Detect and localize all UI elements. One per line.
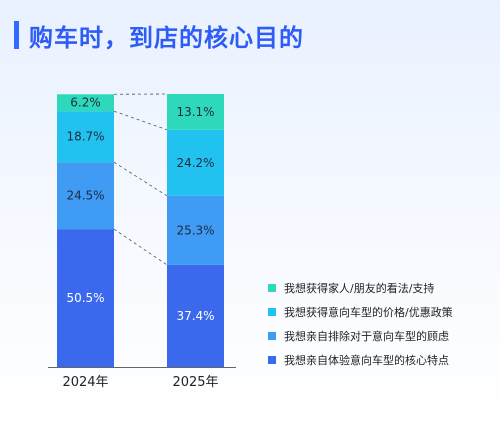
data-label: 24.2% bbox=[176, 156, 214, 170]
legend-swatch bbox=[268, 356, 276, 364]
x-tick-label: 2025年 bbox=[172, 375, 218, 390]
legend-label: 我想获得意向车型的价格/优惠政策 bbox=[284, 306, 453, 319]
title-block: 购车时，到店的核心目的 bbox=[14, 20, 304, 52]
data-label: 6.2% bbox=[70, 96, 101, 110]
data-label: 25.3% bbox=[176, 223, 214, 237]
legend-label: 我想获得家人/朋友的看法/支持 bbox=[284, 282, 435, 295]
legend: 我想获得家人/朋友的看法/支持 我想获得意向车型的价格/优惠政策 我想亲自排除对… bbox=[268, 276, 453, 372]
data-label: 18.7% bbox=[66, 130, 104, 144]
data-label: 24.5% bbox=[66, 189, 104, 203]
x-tick-label: 2024年 bbox=[62, 375, 108, 390]
legend-swatch bbox=[268, 332, 276, 340]
legend-swatch bbox=[268, 284, 276, 292]
chart-title: 购车时，到店的核心目的 bbox=[29, 23, 304, 52]
legend-label: 我想亲自排除对于意向车型的顾虑 bbox=[284, 330, 449, 343]
bar-segment bbox=[167, 264, 224, 367]
data-label: 50.5% bbox=[66, 291, 104, 305]
connector-line bbox=[113, 161, 168, 197]
legend-item: 我想亲自体验意向车型的核心特点 bbox=[268, 348, 453, 372]
bar-segment bbox=[57, 229, 114, 367]
legend-label: 我想亲自体验意向车型的核心特点 bbox=[284, 354, 449, 367]
title-accent-bar bbox=[14, 21, 19, 49]
connector-line bbox=[113, 228, 168, 266]
bar-segment bbox=[57, 162, 114, 230]
data-label: 37.4% bbox=[176, 309, 214, 323]
connector-line bbox=[113, 110, 168, 131]
bar-segment bbox=[167, 94, 224, 130]
bar-segment bbox=[167, 195, 224, 265]
legend-item: 我想获得意向车型的价格/优惠政策 bbox=[268, 300, 453, 324]
legend-item: 我想获得家人/朋友的看法/支持 bbox=[268, 276, 453, 300]
data-label: 13.1% bbox=[176, 105, 214, 119]
bar-segment bbox=[167, 129, 224, 196]
legend-item: 我想亲自排除对于意向车型的顾虑 bbox=[268, 324, 453, 348]
bar-segment bbox=[57, 94, 114, 112]
legend-swatch bbox=[268, 308, 276, 316]
bar-segment bbox=[57, 111, 114, 163]
